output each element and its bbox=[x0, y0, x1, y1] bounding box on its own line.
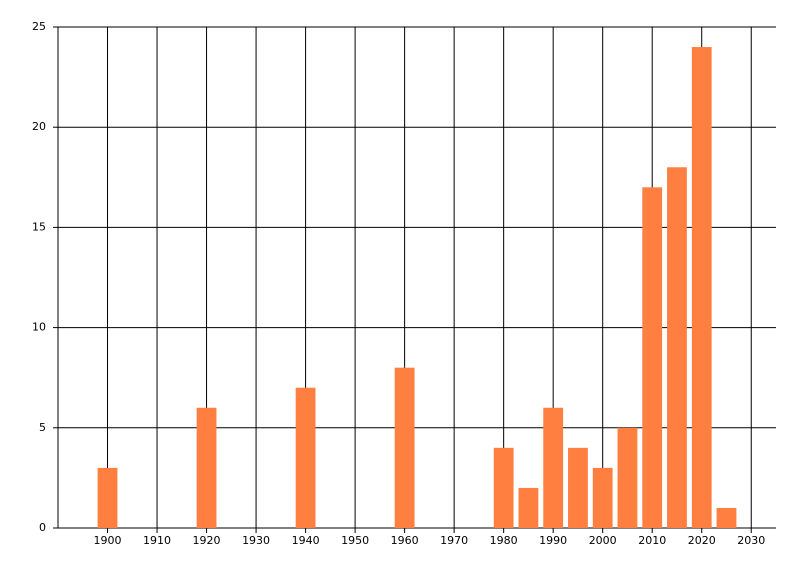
bar bbox=[568, 447, 588, 528]
bar bbox=[493, 447, 514, 528]
bar bbox=[667, 167, 687, 528]
bar bbox=[642, 187, 663, 528]
y-tick-label: 10 bbox=[32, 321, 46, 334]
x-tick-label: 1940 bbox=[292, 534, 320, 547]
bar bbox=[518, 487, 539, 528]
x-tick-label: 1900 bbox=[94, 534, 122, 547]
bar bbox=[295, 387, 316, 528]
x-tick-label: 2020 bbox=[688, 534, 716, 547]
x-tick-label: 2000 bbox=[589, 534, 617, 547]
x-tick-label: 1920 bbox=[193, 534, 221, 547]
bar bbox=[394, 367, 415, 528]
y-tick-label: 0 bbox=[39, 521, 46, 534]
y-tick-label: 20 bbox=[32, 120, 46, 133]
bar bbox=[543, 407, 564, 528]
y-tick-label: 25 bbox=[32, 20, 46, 33]
y-tick-label: 15 bbox=[32, 220, 46, 233]
x-tick-label: 2010 bbox=[638, 534, 666, 547]
x-tick-label: 1990 bbox=[539, 534, 567, 547]
bar bbox=[691, 47, 712, 528]
bar bbox=[617, 427, 638, 528]
bar bbox=[592, 467, 613, 528]
x-tick-label: 1910 bbox=[143, 534, 171, 547]
x-tick-label: 2030 bbox=[737, 534, 765, 547]
bar bbox=[196, 407, 217, 528]
x-tick-label: 1930 bbox=[242, 534, 270, 547]
bar bbox=[97, 467, 118, 528]
x-tick-label: 1960 bbox=[391, 534, 419, 547]
x-tick-label: 1980 bbox=[490, 534, 518, 547]
x-tick-label: 1970 bbox=[440, 534, 468, 547]
x-tick-label: 1950 bbox=[341, 534, 369, 547]
y-tick-label: 5 bbox=[39, 421, 46, 434]
bar bbox=[716, 507, 737, 528]
